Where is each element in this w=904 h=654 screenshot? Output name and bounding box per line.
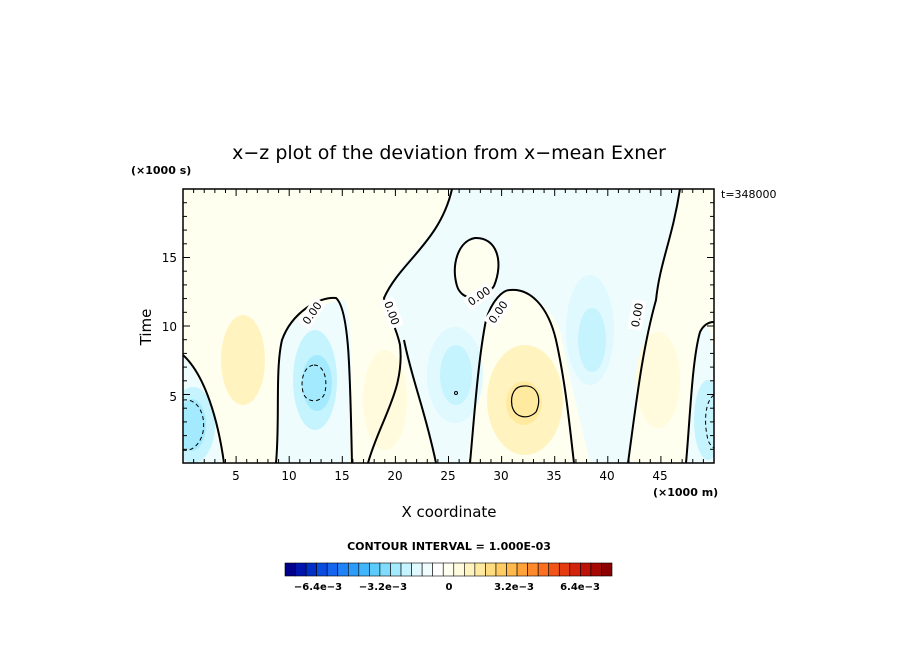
plot-area: 0.00 0.00 0.00 0.00 0.00 [182,188,715,464]
colorbar-swatch [558,562,571,577]
colorbar-labels: −6.4e−3 −3.2e−3 0 3.2e−3 6.4e−3 [294,582,600,593]
x-tick-label: 20 [387,469,402,483]
x-tick-label: 45 [652,469,667,483]
negative-contour-right [705,394,714,449]
negative-contour-left [183,399,205,451]
colorbar-swatch [284,562,296,577]
y-axis-label: Time [137,309,155,347]
colorbar-swatch [548,562,560,577]
anomaly-pos-1 [221,315,265,405]
x-tick-label: 40 [599,469,614,483]
colorbar-swatch [326,562,339,577]
colorbar-swatch [379,562,391,577]
colorbar-swatch [400,562,412,577]
colorbar-swatch [537,562,550,577]
colorbar-swatch [485,562,497,577]
colorbar-swatch [464,562,476,577]
y-tick-label: 15 [162,251,177,265]
zero-contour-5 [469,288,575,463]
x-tick-label: 5 [232,469,240,483]
contour-interval-text: CONTOUR INTERVAL = 1.000E-03 [347,540,551,553]
x-unit-label: (×1000 m) [653,486,718,499]
x-tick-label: 15 [334,469,349,483]
x-tick-label: 35 [546,469,561,483]
colorbar-swatch [421,562,433,577]
colorbar-swatch [390,562,402,577]
axis-ticks [183,189,714,463]
anomaly-neg-2-inner [302,355,332,411]
colorbar-label: 6.4e−3 [560,582,600,593]
time-stamp: t=348000 [721,188,777,201]
colorbar-swatch [580,562,592,577]
colorbar-swatch [442,562,455,577]
positive-island [455,239,499,297]
colorbar-swatch [358,562,370,577]
x-tick-label: 10 [281,469,296,483]
zero-contour-1 [183,354,225,463]
colorbar-swatch [506,562,518,577]
colorbar-swatch [453,562,465,577]
colorbar-label: −6.4e−3 [294,582,342,593]
y-unit-label: (×1000 s) [131,164,191,177]
contour-labels: 0.00 0.00 0.00 0.00 0.00 [297,281,647,331]
colorbar-swatch [516,562,528,577]
colorbar-swatch [569,562,581,577]
x-tick-label: 30 [493,469,508,483]
colorbar-swatch [590,562,602,577]
colorbar [284,562,613,577]
chart-title: x−z plot of the deviation from x−mean Ex… [232,142,666,164]
negative-contour-dot [454,391,458,395]
y-tick-labels: 5 10 15 [162,251,177,404]
negative-contour-2 [301,364,327,402]
anomaly-neg-3-inner [440,345,472,405]
colorbar-swatch [495,562,507,577]
colorbar-swatch [295,562,307,577]
colorbar-swatch [369,562,381,577]
zero-contour-4 [403,339,437,463]
colorbar-swatch [527,562,539,577]
x-axis-label: X coordinate [401,503,496,521]
x-tick-label: 25 [440,469,455,483]
colorbar-label: −3.2e−3 [359,582,407,593]
x-tick-labels: 5 10 15 20 25 30 35 40 45 [232,469,667,483]
contour-label-5: 0.00 [629,302,646,328]
zero-contour-6 [627,189,681,463]
colorbar-swatch [601,562,613,577]
colorbar-label: 3.2e−3 [494,582,534,593]
positive-contour [510,385,540,418]
anomaly-neg-right [694,380,714,460]
colorbar-swatch [432,562,444,577]
y-tick-label: 5 [169,390,177,404]
y-tick-label: 10 [162,320,177,334]
anomaly-pos-2 [363,350,407,450]
colorbar-swatch [305,562,317,577]
colorbar-swatch [347,562,360,577]
anomaly-neg-left-inner [183,399,206,451]
colorbar-label: 0 [446,582,453,593]
colorbar-swatch [411,562,423,577]
anomaly-pos-4 [636,332,680,428]
colorbar-swatch [337,562,349,577]
colorbar-swatch [474,562,486,577]
colorbar-swatch [316,562,328,577]
zero-contour-7 [685,321,714,463]
anomaly-neg-4-inner [578,308,606,372]
